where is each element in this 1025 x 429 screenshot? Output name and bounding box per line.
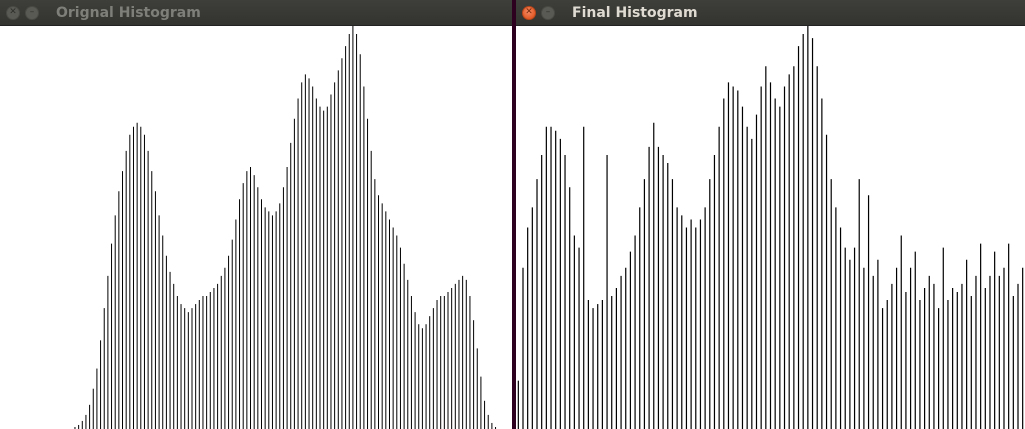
- titlebar-right[interactable]: ✕ – Final Histogram: [516, 0, 1025, 26]
- close-icon[interactable]: ✕: [6, 5, 20, 20]
- final-histogram-plot: [516, 26, 1025, 429]
- original-histogram-plot: [0, 26, 512, 429]
- minimize-icon[interactable]: –: [25, 5, 39, 20]
- original-histogram-chart: [74, 26, 497, 429]
- minimize-icon[interactable]: –: [541, 5, 555, 20]
- window-title-left: Orignal Histogram: [56, 4, 201, 21]
- window-title-right: Final Histogram: [572, 4, 698, 21]
- final-histogram-window: ✕ – Final Histogram: [516, 0, 1025, 429]
- final-histogram-chart: [517, 26, 1024, 429]
- original-histogram-window: ✕ – Orignal Histogram: [0, 0, 512, 429]
- close-icon[interactable]: ✕: [522, 5, 536, 20]
- titlebar-left[interactable]: ✕ – Orignal Histogram: [0, 0, 512, 26]
